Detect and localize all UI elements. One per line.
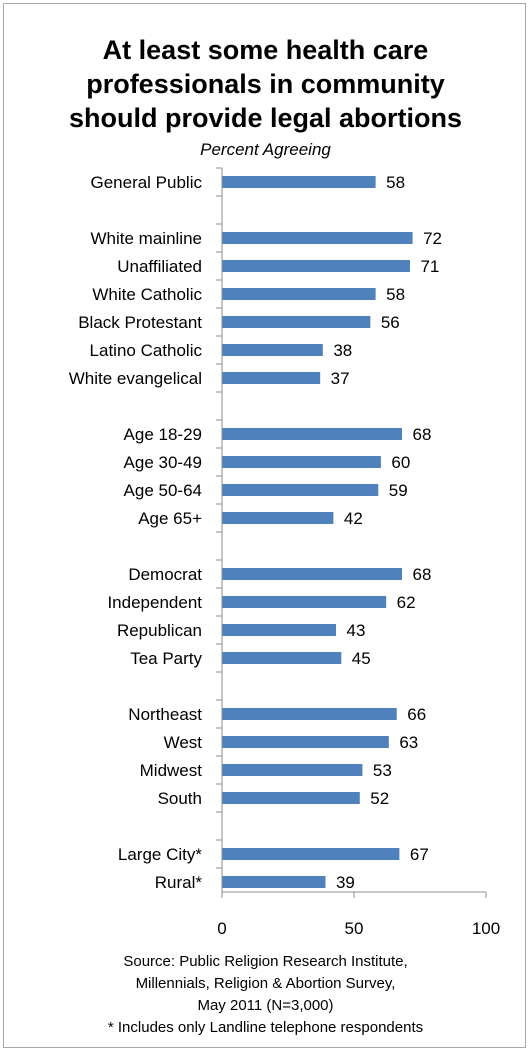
data-label: 37 [331,369,350,388]
category-label: General Public [90,173,202,192]
bar-1-4 [222,344,323,356]
data-label: 68 [413,425,432,444]
category-label: West [164,733,203,752]
category-label: Latino Catholic [90,341,203,360]
bar-1-5 [222,372,321,384]
data-label: 39 [336,873,355,892]
category-label: Large City* [118,845,202,864]
bar-1-0 [222,232,413,244]
bar-1-3 [222,316,371,328]
bar-4-0 [222,708,397,720]
bar-2-0 [222,428,403,440]
data-label: 59 [389,481,408,500]
category-label: Tea Party [130,649,202,668]
bar-2-3 [222,512,334,524]
bar-3-2 [222,624,337,636]
category-label: Northeast [128,705,202,724]
source-line-3: May 2011 (N=3,000) [197,997,334,1014]
bar-2-2 [222,484,379,496]
bar-1-1 [222,260,410,272]
chart-title-line-3: should provide legal abortions [68,103,463,133]
category-label: Black Protestant [78,313,202,332]
data-label: 38 [333,341,352,360]
x-tick-label: 100 [472,919,500,938]
bar-3-3 [222,652,342,664]
data-label: 63 [399,733,418,752]
bar-3-0 [222,568,403,580]
chart-title-line-2: professionals in community [86,69,445,99]
source-line-4: * Includes only Landline telephone respo… [107,1019,424,1036]
category-label: Republican [117,621,202,640]
category-label: Age 50-64 [124,481,202,500]
category-label: Midwest [140,761,203,780]
source-line-2: Millennials, Religion & Abortion Survey, [135,975,396,992]
category-label: Democrat [128,565,202,584]
data-label: 42 [344,509,363,528]
data-label: 43 [347,621,366,640]
source-line-1: Source: Public Religion Research Institu… [123,953,408,970]
data-label: 53 [373,761,392,780]
category-label: Unaffiliated [117,257,202,276]
category-label: Rural* [155,873,203,892]
bar-4-2 [222,764,363,776]
data-label: 58 [386,285,405,304]
category-label: Age 30-49 [124,453,202,472]
data-label: 68 [413,565,432,584]
data-label: 45 [352,649,371,668]
chart-title-line-1: At least some health care [102,35,429,65]
category-label: South [158,789,202,808]
data-label: 67 [410,845,429,864]
category-label: Age 65+ [138,509,202,528]
bar-5-1 [222,876,326,888]
chart-subtitle: Percent Agreeing [200,140,331,159]
bar-3-1 [222,596,387,608]
chart-title: At least some health care professionals … [0,33,531,135]
category-label: White Catholic [92,285,202,304]
category-label: White evangelical [69,369,202,388]
data-label: 72 [423,229,442,248]
data-label: 52 [370,789,389,808]
category-label: Independent [107,593,202,612]
data-label: 71 [420,257,439,276]
bar-0-0 [222,176,376,188]
category-label: Age 18-29 [124,425,202,444]
x-tick-label: 0 [217,919,226,938]
bar-2-1 [222,456,381,468]
bar-4-1 [222,736,389,748]
data-label: 60 [391,453,410,472]
data-label: 58 [386,173,405,192]
bar-1-2 [222,288,376,300]
x-tick-label: 50 [345,919,364,938]
category-label: White mainline [91,229,203,248]
data-label: 56 [381,313,400,332]
bar-5-0 [222,848,400,860]
source-note: Source: Public Religion Research Institu… [0,951,531,1039]
data-label: 66 [407,705,426,724]
data-label: 62 [397,593,416,612]
bar-4-3 [222,792,360,804]
